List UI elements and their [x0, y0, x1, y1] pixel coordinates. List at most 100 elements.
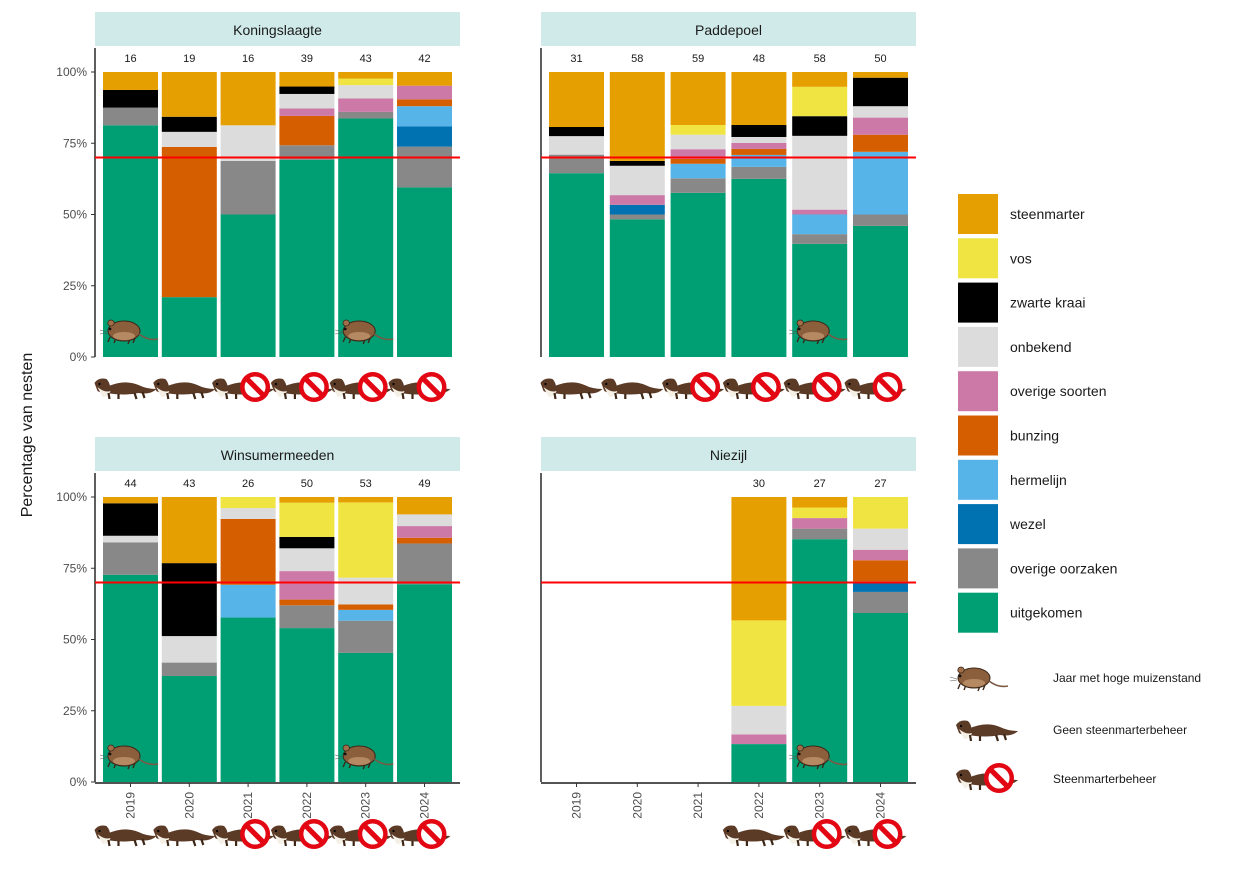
bar-segment-overige-soorten: [338, 98, 394, 112]
bar-segment-steenmarter: [161, 72, 217, 117]
bar-count-label: 49: [418, 478, 430, 490]
bar-segment-onbekend: [279, 548, 335, 572]
bar-segment-uitgekomen: [853, 225, 908, 357]
bar-segment-overige-oorzaken: [279, 145, 335, 160]
bar-segment-onbekend: [792, 135, 848, 210]
bar-segment-bunzing: [397, 99, 452, 107]
bar-segment-overige-soorten: [792, 209, 848, 215]
bar-segment-steenmarter: [397, 497, 452, 515]
bar-segment-wezel: [609, 204, 665, 215]
bar-segment-uitgekomen: [731, 178, 787, 357]
bar-segment-hermelijn: [338, 609, 394, 621]
bar-segment-uitgekomen: [397, 187, 452, 357]
bar-count-label: 50: [874, 53, 886, 65]
bar-segment-hermelijn: [853, 151, 908, 215]
x-tick-label: 2022: [752, 792, 766, 819]
bar-segment-overige-oorzaken: [103, 542, 158, 575]
bar-segment-steenmarter: [670, 72, 726, 126]
y-axis-title: Percentage van nesten: [19, 353, 36, 518]
bar-segment-uitgekomen: [220, 617, 276, 782]
bar-segment-steenmarter: [731, 497, 787, 621]
ban-icon: [240, 819, 271, 849]
bar-segment-steenmarter: [220, 72, 276, 126]
bar-count-label: 50: [301, 478, 313, 490]
bar-segment-steenmarter: [279, 497, 335, 503]
legend: steenmarter vos zwarte kraai onbekend overig…: [958, 194, 1117, 633]
ban-icon: [690, 372, 721, 402]
x-tick-label: 2024: [874, 792, 888, 819]
bar-count-label: 27: [874, 478, 886, 490]
bar-segment-onbekend: [161, 636, 217, 663]
bar-count-label: 16: [124, 53, 136, 65]
bar-segment-overige-soorten: [397, 526, 452, 538]
bar-segment-bunzing: [670, 158, 726, 164]
bar-segment-zwarte-kraai: [103, 89, 158, 108]
strip-winsumermeeden: [95, 437, 460, 471]
symbol-legend: Jaar met hoge muizenstand Geen steenmarte…: [949, 666, 1201, 793]
bar-count-label: 39: [301, 53, 313, 65]
legend-label: uitgekomen: [1010, 605, 1082, 621]
panel-title: Paddepoel: [695, 22, 762, 38]
bar-segment-bunzing: [338, 604, 394, 610]
bar-segment-zwarte-kraai: [279, 536, 335, 549]
symbol-legend-label: Jaar met hoge muizenstand: [1053, 671, 1201, 685]
ban-icon: [811, 372, 842, 402]
strip-niezijl: [541, 437, 916, 471]
bar-segment-steenmarter: [549, 72, 604, 128]
bar-segment-zwarte-kraai: [161, 116, 217, 132]
panel-title: Koningslaagte: [233, 22, 322, 38]
bar-segment-zwarte-kraai: [279, 86, 335, 94]
bar-segment-bunzing: [161, 146, 217, 298]
bar-count-label: 59: [692, 53, 704, 65]
bar-segment-vos: [792, 86, 848, 117]
bar-segment-uitgekomen: [549, 173, 604, 357]
legend-label: overige soorten: [1010, 383, 1107, 399]
bar-segment-uitgekomen: [853, 612, 908, 782]
bar-segment-steenmarter: [338, 72, 394, 79]
y-tick-label: 100%: [56, 490, 87, 504]
bar-segment-onbekend: [853, 528, 908, 550]
marten-icon: [152, 824, 217, 848]
legend-swatch-uitgekomen: [958, 592, 998, 633]
bar-segment-overige-oorzaken: [161, 662, 217, 676]
y-tick-label: 0%: [70, 350, 88, 364]
bar-segment-zwarte-kraai: [103, 503, 158, 536]
x-tick-label: 2020: [182, 792, 196, 819]
bar-segment-overige-soorten: [609, 195, 665, 205]
legend-label: bunzing: [1010, 428, 1059, 444]
bar-segment-steenmarter: [103, 72, 158, 90]
marten-icon: [152, 377, 217, 401]
x-tick-label: 2019: [124, 792, 138, 819]
bar-segment-overige-soorten: [279, 108, 335, 116]
legend-label: wezel: [1009, 516, 1046, 532]
bar-segment-overige-oorzaken: [853, 214, 908, 226]
bar-segment-onbekend: [670, 134, 726, 150]
bar-segment-zwarte-kraai: [853, 77, 908, 107]
bar-segment-zwarte-kraai: [161, 563, 217, 637]
legend-swatch-wezel: [958, 504, 998, 545]
bar-segment-overige-oorzaken: [397, 543, 452, 585]
y-tick-label: 50%: [63, 208, 87, 222]
panel-winsumermeeden: Winsumermeeden 0% 25% 50% 75% 100% 44 43 26 50 53 4…: [56, 437, 460, 849]
bar-count-label: 53: [360, 478, 372, 490]
legend-swatch-zwarte-kraai: [958, 282, 998, 323]
bar-segment-onbekend: [220, 508, 276, 519]
bar-segment-steenmarter: [609, 72, 665, 161]
panel-paddepoel: Paddepoel 31 58 59 48 58 50: [539, 12, 916, 402]
legend-label: overige oorzaken: [1010, 560, 1117, 576]
bar-segment-onbekend: [731, 705, 787, 735]
bar-segment-uitgekomen: [103, 125, 158, 357]
bar-segment-uitgekomen: [279, 628, 335, 782]
y-tick-label: 50%: [63, 633, 87, 647]
bar-segment-overige-soorten: [853, 549, 908, 561]
bar-segment-overige-oorzaken: [338, 111, 394, 119]
bar-segment-onbekend: [220, 125, 276, 161]
bar-segment-bunzing: [731, 148, 787, 155]
bar-segment-steenmarter: [397, 72, 452, 86]
bar-segment-vos: [338, 502, 394, 578]
x-tick-label: 2020: [630, 792, 644, 819]
panel-title: Winsumermeeden: [221, 447, 335, 463]
bar-segment-onbekend: [338, 85, 394, 99]
x-tick-label: 2021: [691, 792, 705, 819]
bar-segment-overige-soorten: [731, 142, 787, 149]
